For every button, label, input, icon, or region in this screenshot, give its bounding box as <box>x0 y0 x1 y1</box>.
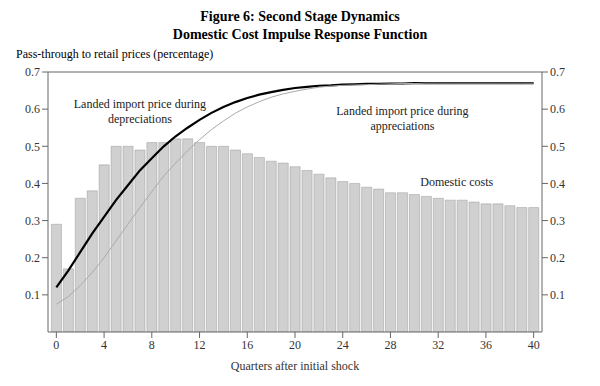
svg-text:28: 28 <box>384 338 396 352</box>
svg-text:0.4: 0.4 <box>550 177 565 191</box>
svg-text:20: 20 <box>289 338 301 352</box>
svg-text:12: 12 <box>194 338 206 352</box>
svg-text:40: 40 <box>528 338 540 352</box>
svg-text:0.5: 0.5 <box>550 140 565 154</box>
svg-text:0: 0 <box>53 338 59 352</box>
svg-text:Domestic costs: Domestic costs <box>420 175 493 189</box>
html-text:Figure 6: Second Stage Dynamic: Figure 6: Second Stage Dynamics <box>200 9 400 24</box>
svg-text:0.7: 0.7 <box>25 65 40 79</box>
svg-text:36: 36 <box>480 338 492 352</box>
svg-text:0.6: 0.6 <box>550 102 565 116</box>
svg-text:Quarters after initial shock: Quarters after initial shock <box>231 359 359 372</box>
svg-text:0.2: 0.2 <box>550 251 565 265</box>
svg-text:0.4: 0.4 <box>25 177 40 191</box>
svg-text:8: 8 <box>149 338 155 352</box>
svg-text:0.1: 0.1 <box>550 288 565 302</box>
html-text:Domestic Cost Impulse Response: Domestic Cost Impulse Response Function <box>172 27 428 42</box>
svg-text:0.6: 0.6 <box>25 102 40 116</box>
svg-text:Landed import price duringappr: Landed import price duringappreciations <box>336 104 468 133</box>
svg-text:0.2: 0.2 <box>25 251 40 265</box>
svg-text:0.3: 0.3 <box>25 214 40 228</box>
svg-text:0.3: 0.3 <box>550 214 565 228</box>
svg-text:0.7: 0.7 <box>550 65 565 79</box>
svg-text:4: 4 <box>101 338 107 352</box>
svg-text:Landed import price duringdepr: Landed import price duringdepreciations <box>74 97 206 126</box>
html-text:Pass-through to retail prices: Pass-through to retail prices (percentag… <box>16 47 214 61</box>
svg-text:0.5: 0.5 <box>25 140 40 154</box>
svg-text:16: 16 <box>241 338 253 352</box>
svg-text:32: 32 <box>432 338 444 352</box>
svg-text:0.1: 0.1 <box>25 288 40 302</box>
svg-text:24: 24 <box>337 338 349 352</box>
